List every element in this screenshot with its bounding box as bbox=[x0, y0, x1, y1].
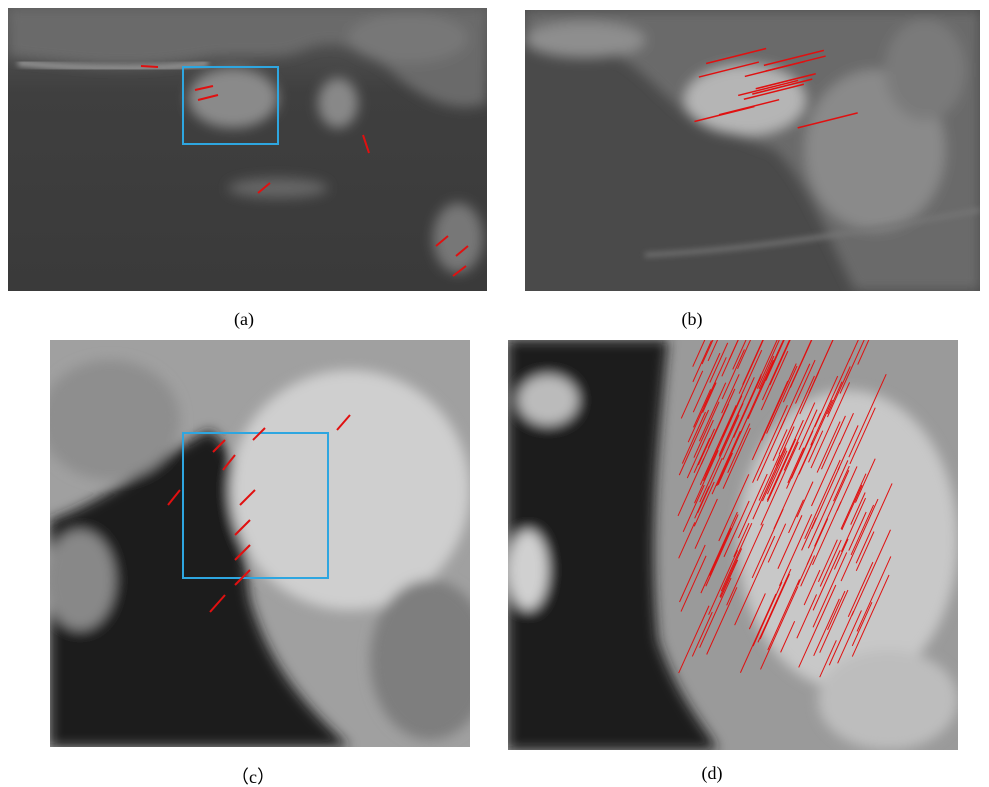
panel-a-image bbox=[8, 8, 487, 291]
figure: (a) (b) （c） bbox=[0, 0, 989, 787]
caption: (d) bbox=[672, 763, 752, 784]
caption: （c） bbox=[213, 763, 293, 787]
panel-c-image bbox=[50, 340, 470, 747]
caption: (a) bbox=[204, 309, 284, 330]
caption: (b) bbox=[652, 309, 732, 330]
panel-d-image bbox=[508, 340, 958, 750]
panel-b-image bbox=[525, 10, 980, 291]
